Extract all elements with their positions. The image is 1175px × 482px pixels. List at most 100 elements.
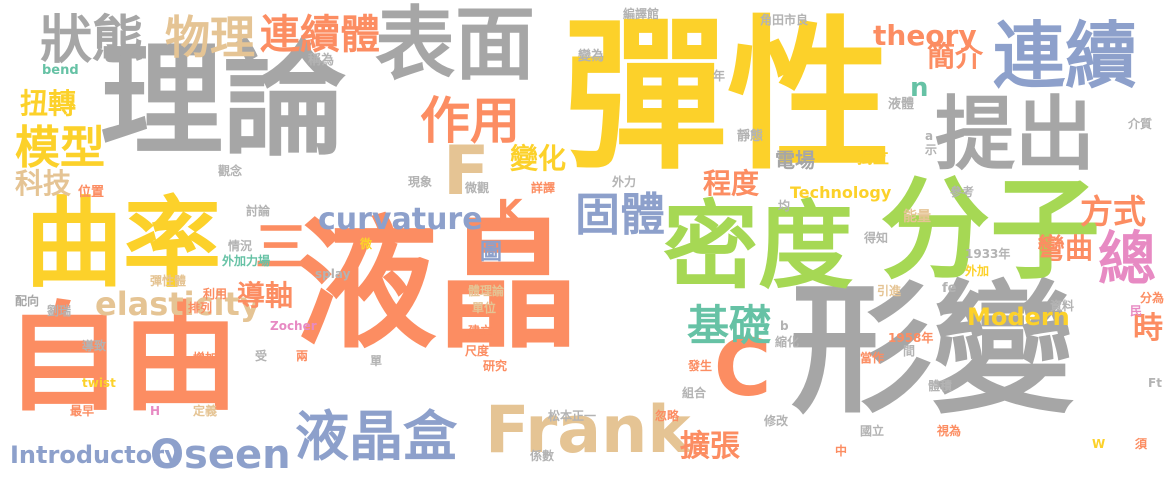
word-situation: 情況	[228, 240, 252, 252]
word-earliest: 最早	[70, 405, 94, 417]
word-view-as: 視為	[937, 425, 961, 437]
word-utilize: 利用	[203, 288, 227, 300]
word-elasticity-en: elasticity	[95, 288, 261, 320]
word-called: 稱為	[308, 54, 334, 67]
word-letter-w: W	[1092, 438, 1105, 450]
word-micro-view: 微觀	[465, 182, 489, 194]
word-regard-as: 當作	[860, 352, 884, 364]
word-year-1933: 1933年	[965, 248, 1010, 260]
word-shrink: 縮化	[775, 336, 799, 348]
word-show: 示	[925, 144, 937, 156]
word-author-kakuta: 角田市良	[760, 14, 808, 26]
word-middle: 中	[835, 445, 847, 457]
word-total: 總	[1098, 230, 1156, 288]
word-ignore: 忽略	[655, 410, 679, 422]
word-scale: 尺度	[465, 345, 489, 357]
word-figure: 圖	[480, 242, 502, 264]
word-author-matsumoto: 松本正一	[548, 410, 596, 422]
word-bend-zh: 彎曲	[1037, 235, 1093, 263]
word-surface: 表面	[375, 5, 535, 85]
word-introduce: 引進	[877, 285, 901, 297]
word-occur: 發生	[688, 360, 712, 372]
word-must: 須	[1135, 438, 1147, 450]
word-year: 年	[713, 70, 725, 82]
word-author-liu: 劉瑞	[47, 305, 71, 317]
word-unit: 單位	[472, 302, 496, 314]
word-introductory: Introductory	[10, 443, 180, 467]
word-elastic-body: 彈性體	[150, 275, 186, 287]
word-single: 單	[370, 355, 382, 367]
word-letter-b: b	[780, 320, 789, 332]
word-external: 外加	[965, 265, 989, 277]
word-letter-a: a	[925, 130, 933, 142]
word-twist: twist	[82, 377, 116, 389]
word-lc-cell: 液晶盒	[295, 410, 457, 464]
word-discussion: 討論	[246, 205, 270, 217]
word-research: 研究	[483, 360, 507, 372]
word-coefficient: 係數	[530, 450, 554, 462]
word-receive: 受	[255, 350, 267, 362]
word-lead-to: 導致	[82, 340, 106, 352]
word-concept: 觀念	[218, 165, 242, 177]
word-phenomenon: 現象	[408, 176, 432, 188]
word-becomes: 變為	[578, 50, 604, 63]
word-two: 兩	[296, 350, 308, 362]
word-continuous: 連續	[993, 20, 1137, 92]
word-zocher: Zocher	[270, 320, 317, 332]
word-technology-en: Technology	[790, 185, 891, 201]
word-establish: 建立	[468, 325, 492, 337]
word-solid: 固體	[575, 192, 665, 237]
word-letter-h: H	[150, 405, 160, 417]
word-increase: 增加	[193, 352, 217, 364]
word-year-1958: 1958年	[888, 332, 933, 344]
word-uniform: 均	[778, 200, 790, 212]
word-static: 靜態	[737, 130, 763, 143]
word-detailed-translation: 詳譯	[531, 182, 555, 194]
word-director: 導軸	[237, 282, 293, 310]
word-position: 位置	[78, 186, 104, 199]
word-letter-k: K	[497, 195, 523, 228]
word-micro: 微	[360, 238, 372, 250]
word-divide-into: 分為	[1140, 292, 1164, 304]
word-medium: 介質	[1128, 118, 1152, 130]
word-modify: 修改	[764, 415, 788, 427]
word-degree: 程度	[703, 170, 759, 198]
word-external-field: 外加力場	[222, 255, 270, 267]
word-fe: fe	[942, 282, 956, 295]
word-change: 變化	[510, 145, 566, 173]
word-liquid: 液體	[888, 98, 914, 111]
word-body-theory: 體理論	[468, 285, 504, 297]
word-splay: splay	[315, 268, 350, 280]
word-arrangement: 排列	[188, 302, 212, 314]
word-density: 密度	[663, 200, 853, 295]
word-data: 資料	[1050, 300, 1074, 312]
word-ft: Ft	[1148, 377, 1162, 389]
word-state: 狀態	[40, 15, 144, 67]
word-curvature-zh: 曲率	[25, 195, 221, 293]
word-physics: 物理	[165, 15, 255, 60]
word-time: 時	[1133, 314, 1163, 344]
word-republic: 民	[1130, 305, 1142, 317]
word-obtain: 得知	[864, 232, 888, 244]
word-torsion: 扭轉	[20, 90, 76, 118]
word-alignment: 配向	[15, 295, 39, 307]
word-electric-field: 電場	[775, 150, 815, 170]
word-propose: 提出	[935, 95, 1095, 175]
word-method: 方式	[1080, 195, 1146, 228]
word-volume: 體積	[928, 380, 952, 392]
word-independent: 獨立	[857, 150, 889, 166]
word-continuum: 連續體	[260, 15, 380, 55]
word-combination: 組合	[682, 387, 706, 399]
word-between: 間	[903, 345, 915, 357]
word-introduction: 簡介	[927, 43, 983, 71]
word-foundation: 基礎	[687, 305, 771, 347]
word-frank: Frank	[485, 398, 691, 463]
word-curvature-en: curvature	[318, 205, 483, 235]
word-model: 模型	[15, 125, 105, 170]
word-technology-zh: 科技	[15, 170, 71, 198]
word-translation-bureau: 編譯館	[623, 8, 659, 20]
word-external-force: 外力	[612, 176, 636, 188]
word-definition: 定義	[193, 405, 217, 417]
word-energy: 能量	[903, 210, 931, 224]
